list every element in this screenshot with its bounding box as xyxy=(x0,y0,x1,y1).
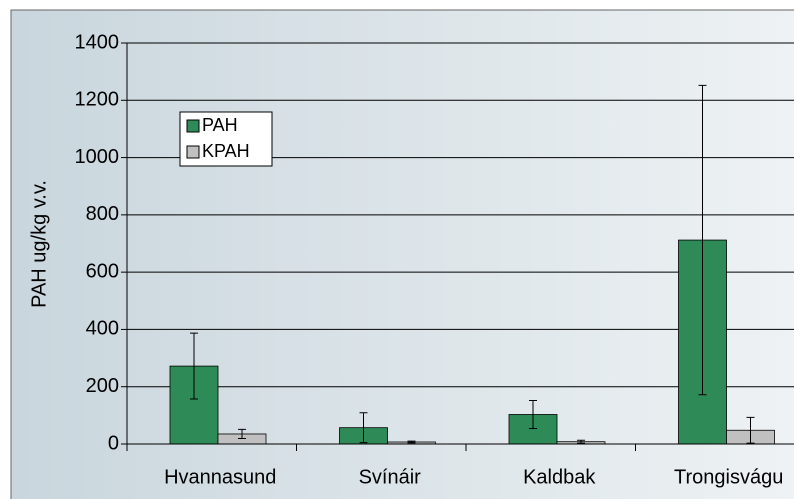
x-tick-label: Svínáir xyxy=(359,466,422,488)
legend-swatch xyxy=(186,145,200,159)
error-bar xyxy=(577,439,585,444)
y-tick-label: 0 xyxy=(108,432,119,454)
bar xyxy=(169,365,219,445)
y-tick-label: 400 xyxy=(86,318,119,340)
legend-label: PAH xyxy=(202,115,238,135)
y-tick-label: 1200 xyxy=(75,89,120,111)
y-tick-label: 600 xyxy=(86,260,119,282)
y-tick-label: 1400 xyxy=(75,31,120,53)
background xyxy=(10,9,794,499)
x-tick-label: Trongisvágu xyxy=(674,466,783,488)
legend-label: KPAH xyxy=(202,141,250,161)
y-axis-label: PAH ug/kg v.v. xyxy=(28,180,50,308)
error-bar xyxy=(407,440,416,444)
x-tick-label: Kaldbak xyxy=(523,466,596,488)
y-tick-label: 200 xyxy=(86,375,119,397)
x-tick-label: Hvannasund xyxy=(164,466,276,488)
y-tick-label: 1000 xyxy=(75,146,120,168)
error-bar xyxy=(698,84,707,396)
error-bar xyxy=(190,332,198,400)
y-tick-label: 800 xyxy=(86,203,119,225)
error-bar xyxy=(529,399,537,430)
error-bar xyxy=(238,428,246,440)
error-bar xyxy=(359,412,368,444)
legend-swatch xyxy=(186,119,200,133)
error-bar xyxy=(746,416,755,444)
